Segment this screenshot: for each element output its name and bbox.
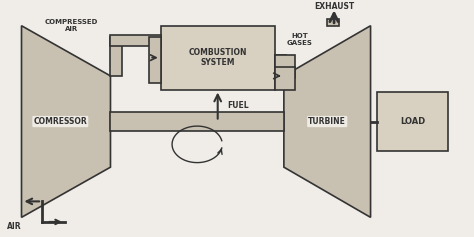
Text: AIR: AIR [8, 222, 22, 231]
Text: HOT
GASES: HOT GASES [287, 33, 313, 46]
FancyBboxPatch shape [110, 35, 161, 46]
Text: COMPRESSED
AIR: COMPRESSED AIR [45, 19, 99, 32]
FancyBboxPatch shape [327, 19, 338, 26]
FancyBboxPatch shape [275, 67, 295, 90]
FancyBboxPatch shape [377, 92, 448, 151]
FancyBboxPatch shape [161, 26, 275, 90]
Text: COMRESSOR: COMRESSOR [33, 117, 87, 126]
Text: LOAD: LOAD [400, 117, 425, 126]
FancyBboxPatch shape [110, 112, 284, 131]
Text: EXHAUST: EXHAUST [314, 2, 354, 11]
Text: TURBINE: TURBINE [308, 117, 346, 126]
Text: FUEL: FUEL [228, 101, 249, 110]
Text: COMBUSTION
SYSTEM: COMBUSTION SYSTEM [189, 48, 247, 67]
FancyBboxPatch shape [149, 37, 161, 83]
Polygon shape [21, 26, 110, 217]
FancyBboxPatch shape [110, 37, 122, 76]
FancyBboxPatch shape [275, 55, 286, 67]
Polygon shape [284, 26, 371, 217]
FancyBboxPatch shape [275, 55, 295, 78]
